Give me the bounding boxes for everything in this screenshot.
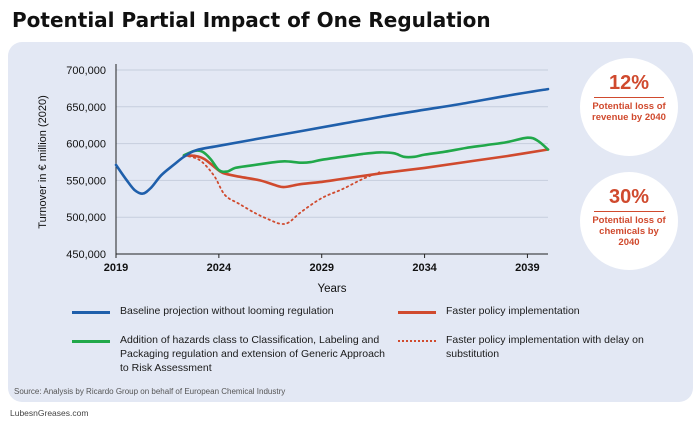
source-note: Source: Analysis by Ricardo Group on beh… [14, 387, 286, 396]
legend-swatch-hazards [72, 340, 110, 343]
chemicals-loss-text: Potential loss of chemicals by 2040 [592, 215, 666, 248]
legend-item-hazards: Addition of hazards class to Classificat… [72, 333, 390, 375]
chemicals-loss-value: 30% [608, 186, 650, 208]
legend-item-faster: Faster policy implementation [398, 304, 668, 318]
series-line-faster [182, 148, 550, 189]
legend-item-baseline: Baseline projection without looming regu… [72, 304, 362, 318]
y-axis-title: Turnover in € million (2020) [37, 95, 49, 228]
callout-divider [594, 211, 664, 212]
legend-label-faster-delay: Faster policy implementation with delay … [446, 334, 644, 360]
x-tick-label: 2019 [104, 262, 128, 274]
y-tick-label: 500,000 [66, 212, 106, 224]
page-title: Potential Partial Impact of One Regulati… [12, 8, 491, 32]
y-tick-label: 550,000 [66, 175, 106, 187]
callout-divider [594, 97, 664, 98]
x-tick-label: 2039 [515, 262, 539, 274]
series-line-baseline [114, 87, 550, 195]
y-tick-label: 650,000 [66, 102, 106, 114]
y-tick-label: 450,000 [66, 249, 106, 261]
x-tick-label: 2034 [412, 262, 437, 274]
x-tick-label: 2029 [309, 262, 333, 274]
x-tick-label: 2024 [207, 262, 232, 274]
legend-item-faster-delay: Faster policy implementation with delay … [398, 333, 668, 361]
legend-swatch-baseline [72, 311, 110, 314]
legend-swatch-faster [398, 311, 436, 314]
series-line-hazards [182, 136, 550, 174]
series-line-faster-delay [183, 154, 381, 225]
legend-label-hazards: Addition of hazards class to Classificat… [120, 334, 386, 374]
revenue-loss-text: Potential loss of revenue by 2040 [592, 101, 666, 123]
chemicals-loss-callout: 30% Potential loss of chemicals by 2040 [580, 172, 678, 270]
legend-label-faster: Faster policy implementation [446, 305, 580, 317]
legend-label-baseline: Baseline projection without looming regu… [120, 305, 334, 317]
x-axis-title: Years [318, 283, 347, 295]
footer-credit: LubesnGreases.com [10, 408, 89, 418]
revenue-loss-callout: 12% Potential loss of revenue by 2040 [580, 58, 678, 156]
chart-panel [8, 42, 693, 402]
legend-swatch-faster-delay [398, 340, 436, 342]
revenue-loss-value: 12% [608, 72, 650, 94]
y-tick-label: 600,000 [66, 139, 106, 151]
y-tick-label: 700,000 [66, 65, 106, 77]
